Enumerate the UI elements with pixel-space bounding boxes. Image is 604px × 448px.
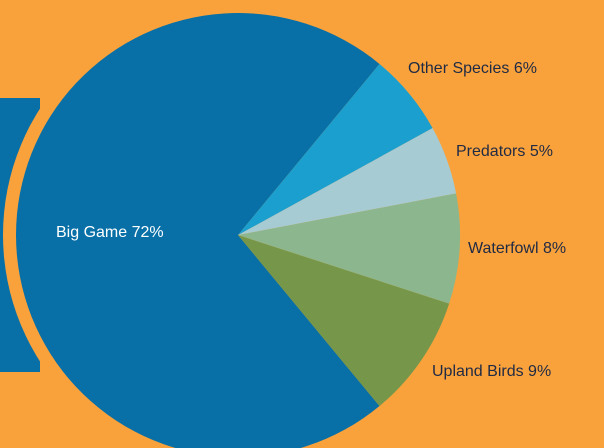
pie-slice-big-0	[16, 13, 380, 448]
pie-slice-waterfowl-2	[238, 193, 460, 304]
slice-label-4: Other Species 6%	[408, 60, 537, 77]
slice-label-0: Big Game 72%	[56, 224, 164, 241]
slice-label-2: Waterfowl 8%	[468, 240, 566, 257]
pie-slice-other-4	[238, 63, 433, 236]
pie-slice-upland-1	[238, 235, 450, 407]
pie-slice-predators-3	[238, 128, 457, 235]
pie-labels: Big Game 72% Upland Birds 9% Waterfowl 8% P…	[56, 60, 566, 380]
slice-label-3: Predators 5%	[456, 143, 553, 160]
pie-slices	[16, 13, 460, 448]
slice-label-1: Upland Birds 9%	[432, 363, 551, 380]
